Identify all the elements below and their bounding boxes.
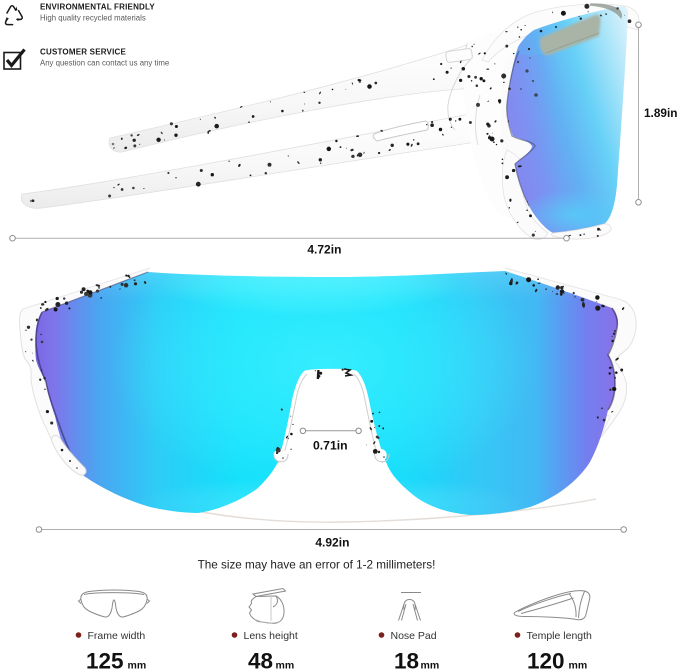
svg-text:Frame width: Frame width <box>88 630 146 642</box>
svg-text:mm: mm <box>128 660 147 672</box>
svg-text:0.71in: 0.71in <box>313 439 348 453</box>
svg-text:125: 125 <box>86 649 124 672</box>
svg-text:Temple length: Temple length <box>527 630 593 642</box>
svg-text:CUSTOMER SERVICE: CUSTOMER SERVICE <box>40 47 126 56</box>
svg-text:Lens height: Lens height <box>244 630 298 642</box>
svg-text:The size may have an error of: The size may have an error of 1-2 millim… <box>198 559 436 572</box>
svg-text:ENVIRONMENTAL FRIENDLY: ENVIRONMENTAL FRIENDLY <box>40 3 155 12</box>
svg-text:4.72in: 4.72in <box>307 243 341 257</box>
svg-text:4.92in: 4.92in <box>315 536 349 550</box>
svg-text:18: 18 <box>394 649 419 672</box>
svg-text:mm: mm <box>421 660 440 672</box>
svg-text:Nose Pad: Nose Pad <box>391 630 437 642</box>
svg-text:Any question can contact us an: Any question can contact us any time <box>40 59 169 68</box>
svg-text:1.89in: 1.89in <box>644 106 677 120</box>
svg-text:mm: mm <box>276 660 295 672</box>
svg-text:mm: mm <box>569 660 588 672</box>
svg-text:48: 48 <box>248 649 273 672</box>
svg-text:120: 120 <box>527 649 565 672</box>
svg-text:High quality recycled material: High quality recycled materials <box>40 14 146 23</box>
